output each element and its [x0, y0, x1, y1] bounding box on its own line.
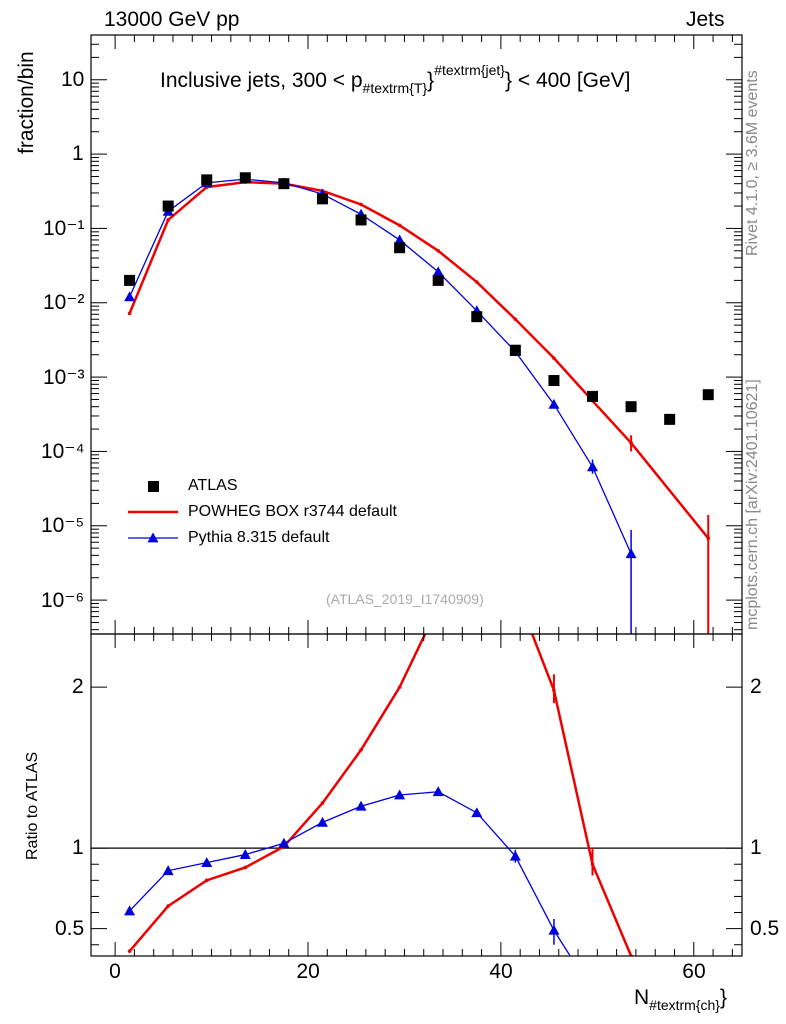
powheg-point	[552, 356, 556, 360]
pythia-point	[432, 266, 444, 277]
x-tick-label: 60	[682, 960, 706, 983]
atlas-point	[432, 274, 444, 286]
pythia-ratio-point	[394, 789, 406, 800]
legend-label-pythia: Pythia 8.315 default	[188, 529, 330, 546]
atlas-point	[587, 390, 599, 402]
atlas-point	[471, 311, 483, 323]
powheg-ratio-point	[320, 801, 325, 805]
atlas-point	[625, 401, 637, 413]
chart-title-end: < 400 [GeV]	[517, 69, 631, 92]
atlas-point	[124, 274, 136, 286]
y-tick-label: 10⁻⁴	[41, 439, 85, 463]
legend-marker-atlas	[148, 481, 159, 492]
chart-title-sup: #textrm{jet}	[434, 62, 505, 78]
pythia-ratio-point	[355, 800, 367, 811]
x-axis-label-main: N	[634, 986, 650, 1009]
pythia-ratio-point	[432, 786, 444, 797]
y-tick-label: 10⁻⁵	[41, 514, 85, 538]
legend-marker-pythia	[147, 532, 159, 543]
pythia-ratio-point	[587, 986, 598, 996]
atlas-point	[162, 200, 174, 212]
x-tick-label: 0	[109, 960, 121, 983]
pythia-ratio-point	[201, 857, 213, 868]
header-right: Jets	[686, 8, 725, 31]
powheg-point	[397, 223, 402, 228]
ratio-tick-label: 1	[72, 836, 84, 860]
chart-title-main: Inclusive jets, 300 < p	[160, 69, 363, 92]
y-tick-label: 10⁻²	[43, 291, 85, 315]
atlas-point	[702, 389, 714, 401]
side-label-top: Rivet 4.1.0, ≥ 3.6M events	[744, 70, 761, 256]
x-tick-label: 20	[296, 960, 320, 983]
ratio-tick-label-right: 2	[750, 675, 762, 699]
powheg-point	[359, 202, 363, 207]
powheg-ratio-point	[204, 878, 209, 883]
powheg-point	[166, 218, 170, 222]
atlas-point	[239, 172, 251, 184]
pythia-point	[394, 234, 406, 245]
header-left: 13000 GeV pp	[104, 8, 240, 31]
pythia-line	[128, 178, 632, 555]
pythia-ratio-point	[162, 865, 174, 876]
powheg-ratio-point	[243, 865, 248, 870]
ratio-tick-label: 0.5	[55, 916, 85, 940]
chart-title-sub: #textrm{T}	[362, 80, 428, 96]
legend-label-powheg: POWHEG BOX r3744 default	[188, 503, 397, 520]
powheg-point	[436, 249, 441, 253]
legend-label-atlas: ATLAS	[188, 477, 238, 494]
ratio-tick-label-right: 0.5	[750, 916, 780, 940]
ratio-tick-label-right: 1	[750, 836, 762, 860]
pythia-point	[548, 398, 560, 409]
y-tick-label: 10⁻¹	[43, 216, 85, 240]
pythia-ratio-point	[239, 849, 251, 859]
pythia-ratio-point	[471, 807, 483, 818]
y-tick-label: 10	[61, 67, 85, 91]
powheg-ratio-point	[514, 589, 518, 593]
powheg-point	[513, 317, 518, 322]
x-axis-label-sub: #textrm{ch}	[649, 997, 720, 1013]
x-tick-label: 40	[489, 960, 513, 983]
ratio-tick-label: 2	[72, 675, 84, 699]
pythia-ratio-point	[316, 816, 328, 827]
chart-title: Inclusive jets, 300 < p#textrm{T}}#textr…	[160, 62, 631, 96]
pythia-ratio-point	[124, 905, 136, 916]
atlas-point	[394, 242, 406, 254]
atlas-point	[278, 178, 290, 190]
powheg-ratio-point	[127, 949, 132, 953]
atlas-point	[201, 174, 213, 186]
pythia-point	[124, 291, 136, 302]
pythia-ratio-line	[129, 791, 571, 956]
y-tick-label: 1	[72, 142, 84, 166]
powheg-point	[474, 280, 479, 284]
y-tick-label: 10⁻³	[43, 365, 85, 389]
atlas-point	[316, 193, 328, 205]
pythia-ratio-point	[278, 837, 290, 848]
powheg-ratio-point	[359, 748, 363, 752]
powheg-ratio-point	[166, 904, 170, 908]
powheg-ratio-line	[128, 634, 634, 956]
y-axis-label: fraction/bin	[15, 51, 38, 154]
powheg-ratio-point	[475, 537, 479, 541]
atlas-point	[355, 214, 367, 226]
ratio-axis-label: Ratio to ATLAS	[24, 751, 41, 860]
atlas-point	[664, 413, 676, 425]
x-axis-label: N#textrm{ch}}	[634, 986, 728, 1013]
side-label-bottom: mcplots.cern.ch [arXiv:2401.10621]	[744, 379, 761, 630]
powheg-point	[127, 311, 132, 316]
ratio-frame	[90, 633, 743, 957]
reference-label: (ATLAS_2019_I1740909)	[326, 591, 484, 607]
powheg-ratio-point	[397, 685, 402, 689]
atlas-point	[548, 375, 560, 387]
atlas-point	[509, 344, 521, 356]
y-tick-label: 10⁻⁶	[41, 588, 85, 612]
